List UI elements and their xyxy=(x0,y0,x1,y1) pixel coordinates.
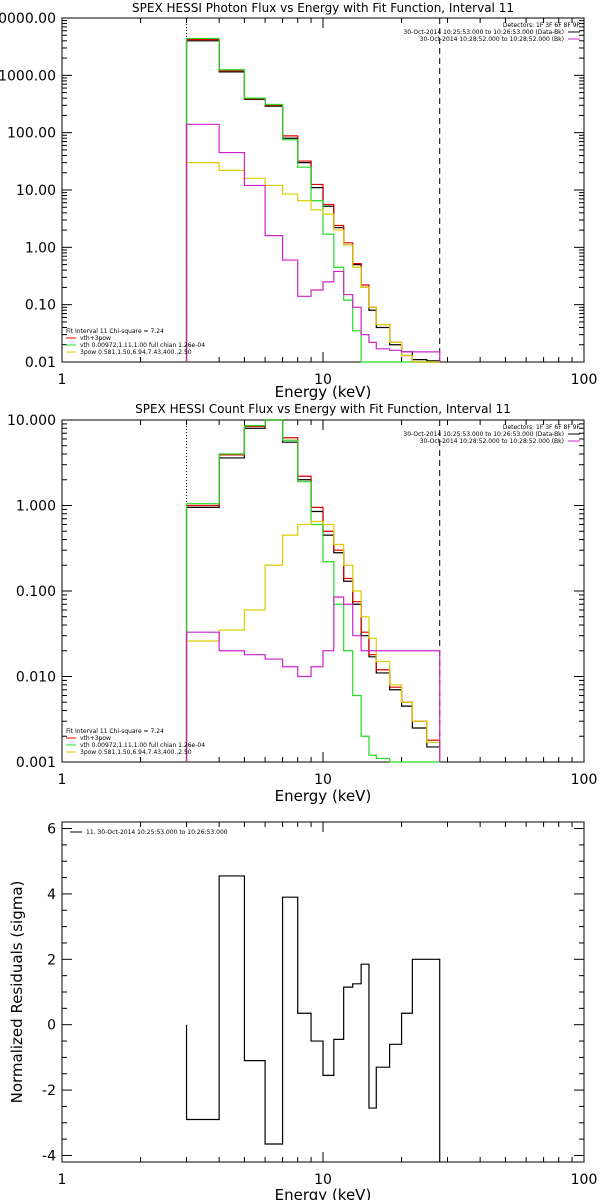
series-component-line xyxy=(185,162,440,363)
series-data-line xyxy=(185,419,441,762)
x-tick-label: 100 xyxy=(571,1172,598,1188)
plot-frame xyxy=(61,419,585,763)
legend-header: Detectors: 1F 3F 6F 8F 9F xyxy=(503,424,581,431)
x-tick-label: 10 xyxy=(314,772,332,788)
x-tick-label: 1 xyxy=(58,372,67,388)
plot-frame xyxy=(61,821,585,1163)
y-tick-label: -2 xyxy=(42,1083,56,1099)
series-data-line xyxy=(185,40,441,362)
chart-title: SPEX HESSI Photon Flux vs Energy with Fi… xyxy=(132,1,514,15)
legend-entry: 30-Oct-2014 10:25:53.000 to 10:26:53.000… xyxy=(403,431,564,438)
y-tick-label: 1.00 xyxy=(25,240,56,256)
x-axis-label: Energy (keV) xyxy=(275,787,372,805)
y-tick-label: 0.01 xyxy=(25,355,56,371)
series-residuals-line xyxy=(185,875,441,1162)
y-tick-label: 0.010 xyxy=(16,670,56,686)
x-axis-label: Energy (keV) xyxy=(275,1186,372,1200)
legend-entry: 11. 30-Oct-2014 10:25:53.000 to 10:26:53… xyxy=(86,829,228,836)
y-tick-label: 10.000 xyxy=(7,413,56,429)
legend-entry: 30-Oct-2014 10:28:52.000 to 10:28:52.000… xyxy=(420,36,564,43)
y-axis-label: Normalized Residuals (sigma) xyxy=(8,881,26,1104)
x-tick-label: 100 xyxy=(571,372,598,388)
x-tick-label: 10 xyxy=(314,1172,332,1188)
y-tick-label: 0.100 xyxy=(16,584,56,600)
legend-entry: vth 0.00972,1.11,1.00 full chian 1.26e-0… xyxy=(80,742,205,749)
y-tick-label: 100.00 xyxy=(7,126,56,142)
series-background-line xyxy=(185,596,441,762)
legend-entry: vth+3pow xyxy=(80,735,111,742)
legend-header: Fit Interval 11 Chi-square = 7.24 xyxy=(66,728,164,735)
y-tick-label: 0 xyxy=(47,1018,56,1034)
residuals-panel: 1 10 100 Energy (keV) -4 -2 0 2 4 6 Normalized Res… xyxy=(8,821,598,1200)
legend-header: Detectors: 1F 3F 6F 8F 9F xyxy=(503,22,581,29)
series-component-line xyxy=(185,419,440,763)
chart-title: SPEX HESSI Count Flux vs Energy with Fit… xyxy=(135,402,511,416)
x-tick-label: 1 xyxy=(58,772,67,788)
legend-entry: 30-Oct-2014 10:25:53.000 to 10:26:53.000… xyxy=(403,29,564,36)
series-component-line xyxy=(185,37,440,363)
y-tick-label: -4 xyxy=(42,1148,56,1164)
x-axis-label: Energy (keV) xyxy=(275,383,372,401)
count-flux-panel: SPEX HESSI Count Flux vs Energy with Fit… xyxy=(7,402,597,805)
y-tick-label: 10.00 xyxy=(16,183,56,199)
y-tick-label: 0.10 xyxy=(25,298,56,314)
series-fit-line xyxy=(185,419,441,762)
legend-entry: vth+3pow xyxy=(80,335,111,342)
x-tick-label: 10 xyxy=(314,372,332,388)
legend-entry: 3pow 0.581,1.50,6.94,7.43,400.,2.50 xyxy=(80,749,192,756)
y-tick-label: 1000.00 xyxy=(0,68,56,84)
series-background-line xyxy=(185,123,441,362)
photon-flux-panel: SPEX HESSI Photon Flux vs Energy with Fi… xyxy=(0,1,597,401)
x-tick-label: 1 xyxy=(58,1172,67,1188)
legend-entry: vth 0.00972,1.11,1.00 full chian 1.26e-0… xyxy=(80,342,205,349)
y-tick-label: 1.000 xyxy=(16,499,56,515)
series-component-line xyxy=(185,520,441,762)
y-tick-label: 0.001 xyxy=(16,755,56,771)
y-tick-label: 2 xyxy=(47,952,56,968)
x-tick-label: 100 xyxy=(571,772,598,788)
y-tick-label: 6 xyxy=(47,822,56,838)
y-tick-label: 4 xyxy=(47,887,56,903)
legend-header: Fit Interval 11 Chi-square = 7.24 xyxy=(66,328,164,335)
y-tick-label: 10000.00 xyxy=(0,11,56,27)
legend-entry: 3pow 0.581,1.50,6.94,7.43,400.,2.50 xyxy=(80,349,192,356)
legend-entry: 30-Oct-2014 10:28:52.000 to 10:28:52.000… xyxy=(420,438,564,445)
